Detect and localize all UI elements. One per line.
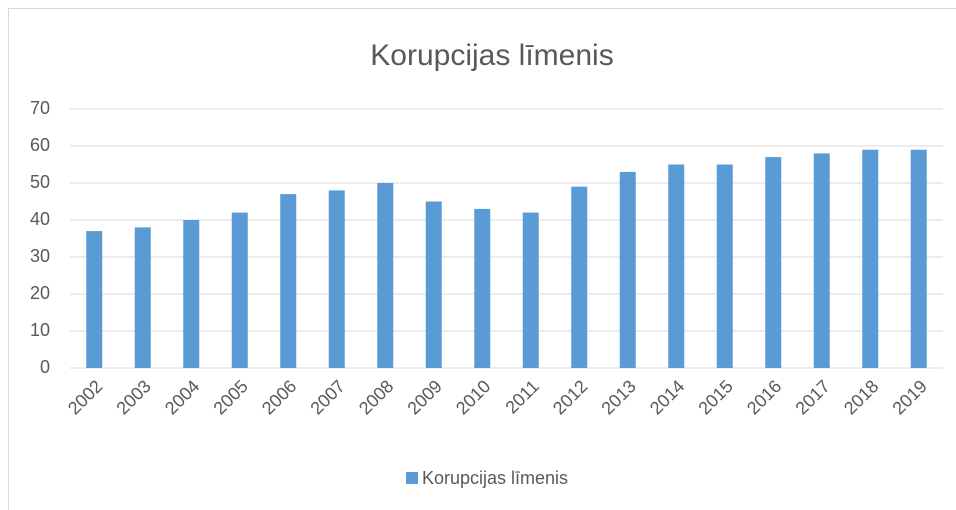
y-tick-label: 40 bbox=[30, 209, 50, 229]
y-tick-label: 50 bbox=[30, 172, 50, 192]
bar bbox=[668, 164, 685, 368]
y-tick-label: 60 bbox=[30, 135, 50, 155]
bar bbox=[474, 208, 491, 368]
bar bbox=[619, 171, 636, 368]
bar bbox=[910, 149, 927, 368]
y-tick-label: 0 bbox=[40, 357, 50, 377]
bar bbox=[862, 149, 879, 368]
y-tick-label: 70 bbox=[30, 98, 50, 118]
bar bbox=[280, 194, 297, 368]
bar bbox=[425, 201, 442, 368]
legend-swatch bbox=[406, 472, 418, 484]
bar bbox=[765, 157, 782, 368]
bar bbox=[813, 153, 830, 368]
chart-title: Korupcijas līmenis bbox=[370, 39, 613, 72]
legend-label: Korupcijas līmenis bbox=[422, 468, 568, 488]
bar bbox=[231, 212, 248, 368]
bar bbox=[377, 183, 394, 368]
bar bbox=[183, 220, 200, 368]
y-tick-label: 10 bbox=[30, 320, 50, 340]
y-tick-label: 20 bbox=[30, 283, 50, 303]
bar bbox=[86, 231, 103, 368]
bar bbox=[134, 227, 151, 368]
bar bbox=[522, 212, 539, 368]
bar bbox=[571, 186, 588, 368]
bar bbox=[328, 190, 345, 368]
bar bbox=[716, 164, 733, 368]
y-tick-label: 30 bbox=[30, 246, 50, 266]
